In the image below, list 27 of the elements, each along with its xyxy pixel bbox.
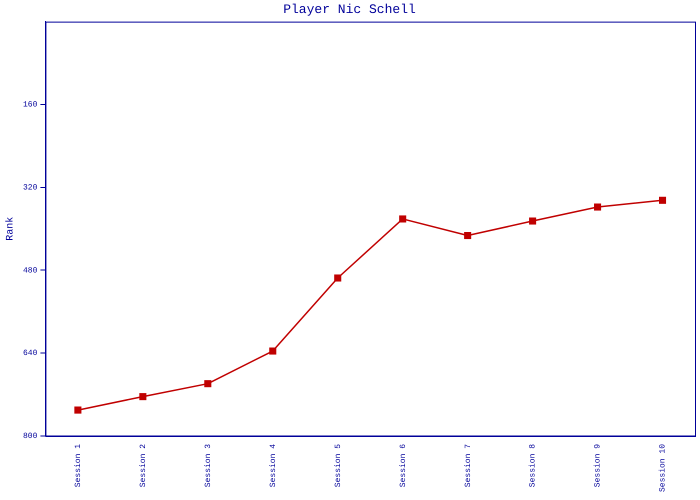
y-tick-label: 480 bbox=[22, 266, 38, 276]
x-tick-label: Session 9 bbox=[594, 444, 603, 488]
y-axis-title: Rank bbox=[4, 216, 17, 241]
y-tick-label: 800 bbox=[22, 432, 38, 442]
y-tick-label: 640 bbox=[22, 349, 38, 358]
point bbox=[464, 232, 472, 240]
x-tick-label: Session 7 bbox=[464, 444, 473, 488]
x-tick-label: Session 4 bbox=[268, 444, 278, 488]
point bbox=[334, 274, 342, 282]
x-tick-label: Session 8 bbox=[528, 444, 538, 488]
point bbox=[594, 204, 602, 211]
point bbox=[74, 406, 82, 414]
point bbox=[139, 393, 146, 400]
point bbox=[529, 217, 536, 225]
x-tick-label: Session 1 bbox=[74, 444, 84, 488]
x-tick-label: Session 10 bbox=[658, 444, 668, 492]
y-tick-label: 320 bbox=[22, 183, 38, 192]
point bbox=[658, 196, 666, 204]
point bbox=[204, 380, 212, 388]
x-tick-label: Session 2 bbox=[138, 444, 148, 488]
point bbox=[399, 215, 406, 222]
point bbox=[269, 348, 276, 355]
chart-title: Player Nic Schell bbox=[283, 2, 416, 18]
y-tick-label: 160 bbox=[22, 100, 38, 110]
x-tick-label: Session 3 bbox=[204, 444, 213, 488]
x-tick-label: Session 5 bbox=[334, 444, 343, 488]
x-tick-label: Session 6 bbox=[398, 444, 408, 488]
